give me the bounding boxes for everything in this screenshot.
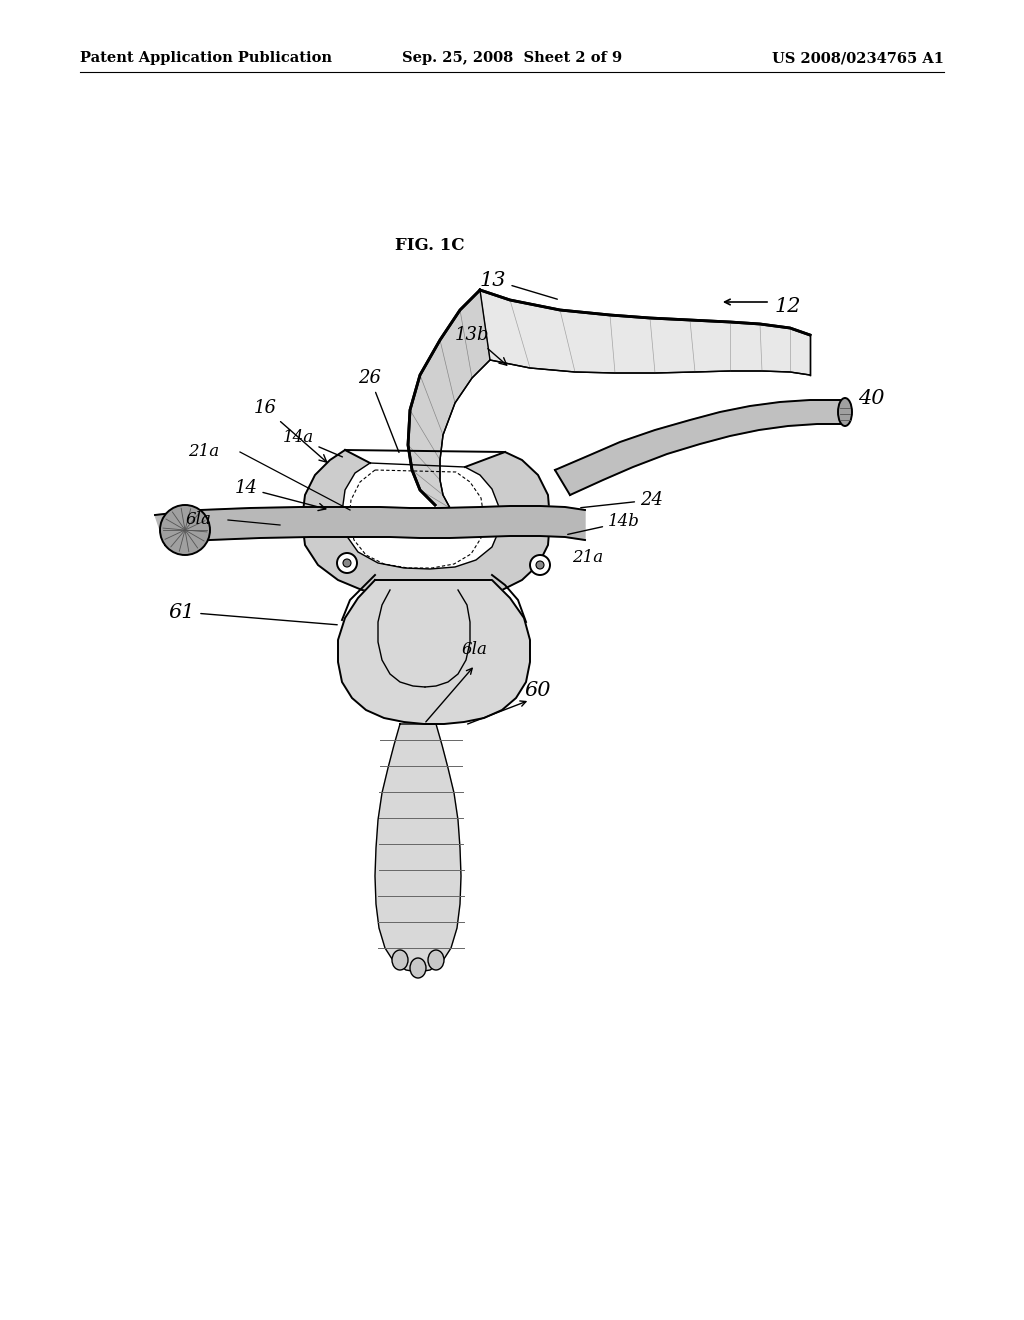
Text: 13b: 13b (455, 326, 507, 366)
Text: 61: 61 (169, 602, 337, 624)
Text: 21a: 21a (188, 444, 219, 461)
Text: 13: 13 (480, 271, 557, 300)
Circle shape (530, 554, 550, 576)
Polygon shape (338, 579, 530, 723)
Polygon shape (302, 450, 550, 597)
Text: 16: 16 (254, 399, 327, 462)
Circle shape (343, 558, 351, 568)
Text: 14: 14 (234, 479, 326, 511)
Polygon shape (408, 290, 490, 516)
Text: 14b: 14b (567, 513, 640, 535)
Text: 24: 24 (581, 491, 663, 510)
Text: 40: 40 (858, 388, 885, 408)
Text: 26: 26 (358, 370, 399, 453)
Ellipse shape (838, 399, 852, 426)
Text: 14a: 14a (283, 429, 342, 457)
Text: 12: 12 (775, 297, 802, 315)
Ellipse shape (392, 950, 408, 970)
Polygon shape (155, 506, 585, 545)
Text: US 2008/0234765 A1: US 2008/0234765 A1 (772, 51, 944, 65)
Polygon shape (375, 723, 461, 972)
Ellipse shape (428, 950, 444, 970)
Text: Sep. 25, 2008  Sheet 2 of 9: Sep. 25, 2008 Sheet 2 of 9 (402, 51, 622, 65)
Text: 21a: 21a (572, 549, 603, 566)
Circle shape (337, 553, 357, 573)
Polygon shape (555, 400, 845, 495)
Circle shape (536, 561, 544, 569)
Text: FIG. 1C: FIG. 1C (395, 236, 465, 253)
Ellipse shape (410, 958, 426, 978)
Text: 6la: 6la (462, 642, 487, 659)
Text: Patent Application Publication: Patent Application Publication (80, 51, 332, 65)
Text: 60: 60 (524, 681, 551, 700)
Text: 6la: 6la (186, 511, 212, 528)
Polygon shape (480, 290, 810, 375)
Circle shape (160, 506, 210, 554)
